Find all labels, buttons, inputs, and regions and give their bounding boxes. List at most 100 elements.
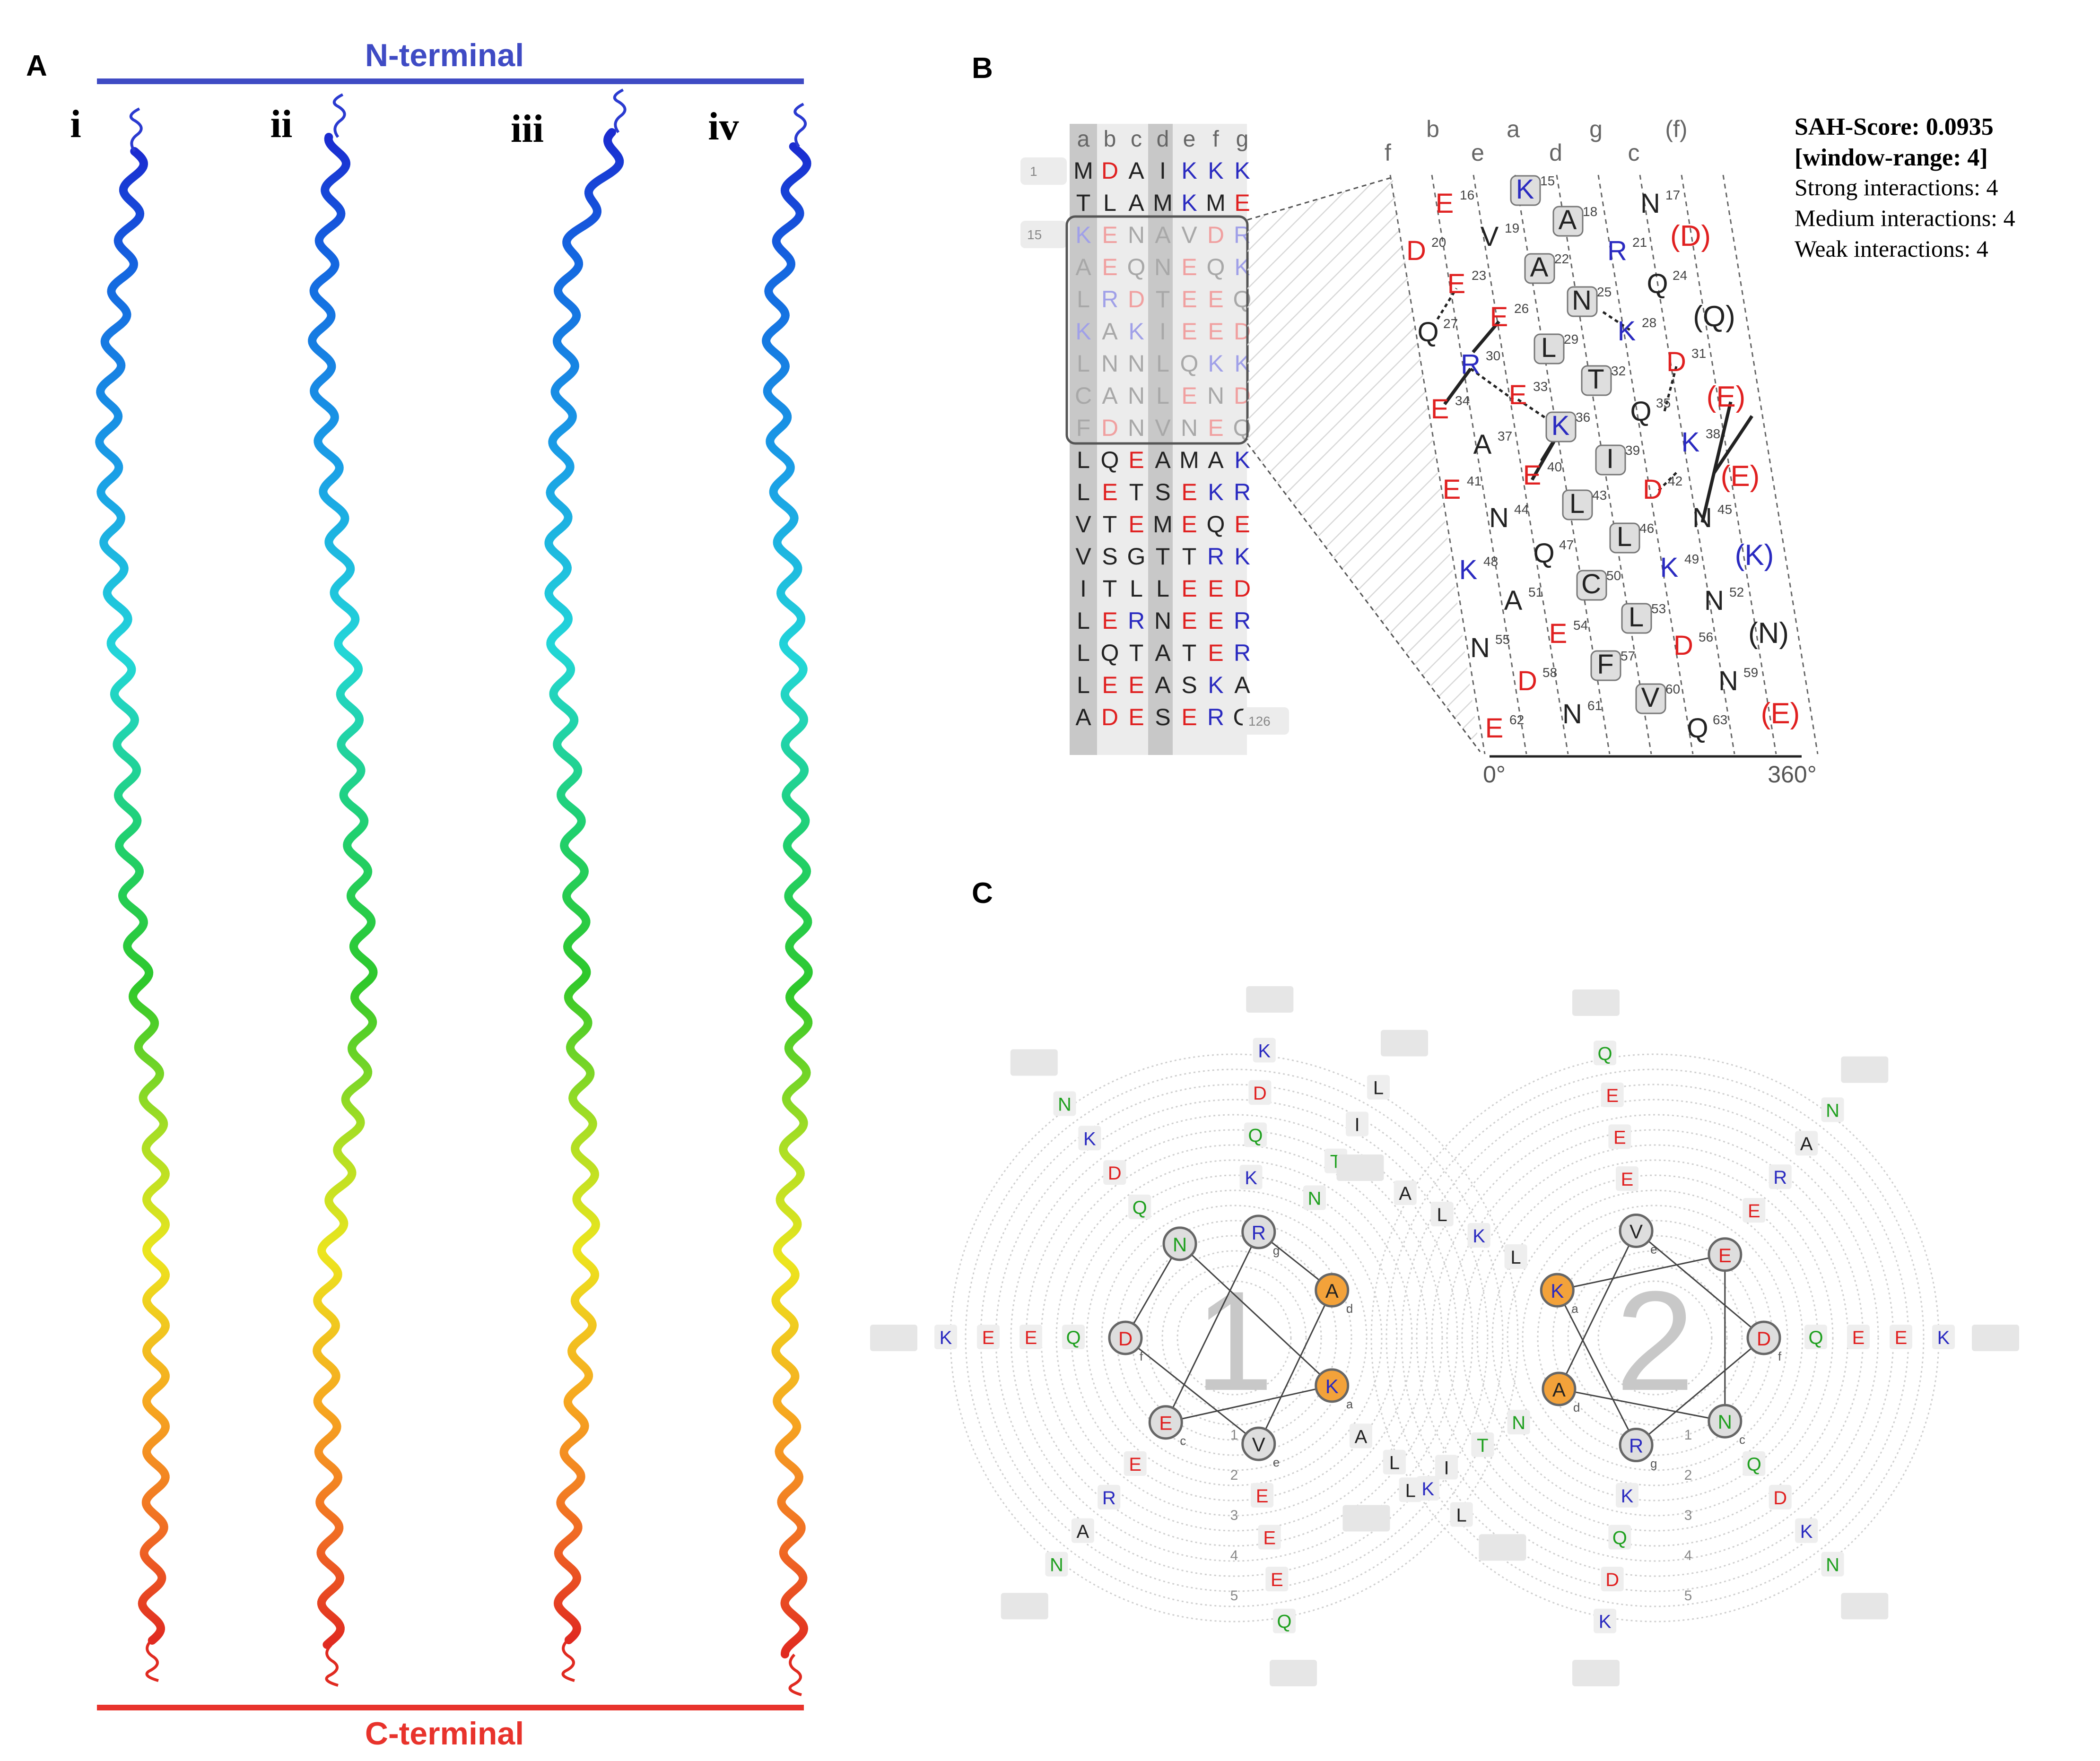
net-residue: Q 63: [1687, 712, 1727, 744]
wheel-arm-letter: E: [1852, 1327, 1865, 1348]
heptad-cell: K: [1208, 479, 1223, 505]
net-residue: E 54: [1549, 618, 1588, 649]
net-residue-letter: N: [1704, 585, 1724, 616]
net-residue: L 53: [1621, 601, 1666, 634]
core-residue-box: [1567, 286, 1598, 317]
net-residue: L 46: [1609, 521, 1654, 554]
wheel-arm-end-box: [1841, 1593, 1889, 1620]
net-residue: (K): [1735, 539, 1774, 572]
net-column-line: [1722, 174, 1819, 755]
net-residue-letter: E: [1523, 460, 1542, 491]
heptad-cell: I: [1159, 318, 1166, 345]
net-residue-letter: E: [1443, 474, 1461, 505]
net-residue-number: 38: [1706, 426, 1720, 441]
heptad-cell: A: [1128, 190, 1144, 216]
net-residue-letter: K: [1459, 555, 1478, 585]
net-residue-number: 49: [1684, 552, 1699, 566]
wheel-arm-letter: Q: [1612, 1527, 1627, 1548]
net-residue-number: 30: [1486, 348, 1500, 363]
wheel-arm-letter: A: [1355, 1426, 1368, 1447]
wheel-arm-letter: K: [1800, 1521, 1813, 1542]
heptad-cell: E: [1208, 286, 1223, 312]
wheel-arm-box: [1265, 1567, 1289, 1592]
heptad-cell: Q: [1180, 350, 1199, 377]
helix-c-tail: [325, 1644, 339, 1687]
wheel-core-circle: [1162, 1226, 1197, 1261]
net-residue-number: 43: [1592, 488, 1607, 503]
heptad-cell: D: [1128, 286, 1145, 312]
wheel-arm-residue: K: [1467, 1223, 1490, 1248]
wheel-arm-residue: R: [1769, 1164, 1792, 1189]
wheel-core-circle: [1540, 1273, 1575, 1308]
heptad-cell: E: [1181, 479, 1197, 505]
net-interaction: [1663, 366, 1678, 412]
heptad-cell: E: [1234, 511, 1250, 538]
wheel-core-residue: Ve: [1619, 1213, 1657, 1256]
wheel-arrow: [1635, 1337, 1764, 1446]
net-residue-number: 24: [1673, 268, 1687, 283]
net-residue-number: 31: [1691, 346, 1706, 361]
wheel-arm-residue: L: [1367, 1075, 1390, 1100]
net-residue: V 19: [1481, 221, 1520, 252]
panel-c-label: C: [972, 877, 993, 910]
net-interaction: [1713, 415, 1753, 474]
net-residue-letter: Q: [1630, 396, 1651, 427]
sah-score: SAH-Score: 0.0935: [1795, 113, 1994, 140]
net-residue: D 58: [1517, 665, 1557, 696]
heptad-cell: E: [1128, 704, 1144, 730]
net-residue-letter: K: [1551, 410, 1570, 441]
wheel-arm-letter: E: [1025, 1327, 1037, 1348]
heptad-cell: E: [1208, 575, 1223, 602]
wheel-arm-letter: I: [1444, 1458, 1449, 1479]
net-residue: T 32: [1581, 364, 1626, 396]
wheel-arm-box: [1367, 1075, 1390, 1100]
heptad-cell: A: [1075, 254, 1091, 280]
wheel-arrow: [1557, 1252, 1726, 1291]
panel-a: A N-terminal i ii iii iv C-terminal: [26, 37, 813, 1752]
heptad-cell: C: [1075, 382, 1092, 409]
ring-number: 2: [1684, 1467, 1692, 1483]
wheel-arm-box: [1020, 1325, 1042, 1349]
wheel-arm-residue: D: [1248, 1080, 1272, 1105]
wheel-arm-box: [1383, 1449, 1406, 1475]
wheel-arm-box: [1450, 1502, 1473, 1527]
wheel-core-residue: Rg: [1241, 1214, 1280, 1258]
wheel-arm-end-box: [1479, 1534, 1526, 1561]
wheel-arm-letter: N: [1050, 1555, 1063, 1576]
heptad-header-c: c: [1131, 127, 1142, 152]
wheel-ring: [1055, 1159, 1413, 1517]
heptad-cell: L: [1077, 607, 1090, 634]
net-residue-number: 54: [1573, 618, 1588, 633]
net-residue-letter: R: [1607, 235, 1627, 266]
net-residue-number: 46: [1639, 521, 1654, 536]
wheel-arm-box: [977, 1325, 1000, 1349]
heptad-cell: K: [1208, 672, 1223, 698]
net-residue-number: 23: [1472, 268, 1486, 283]
net-residue-number: 40: [1547, 460, 1562, 474]
wheel-position-label: g: [1650, 1457, 1657, 1471]
wheel-core-circle: [1619, 1428, 1654, 1463]
heptad-cell: S: [1155, 704, 1170, 730]
wheel-arm-box: [1124, 1451, 1147, 1476]
wheel-arm-residue: D: [1103, 1160, 1126, 1185]
wheel-arm-letter: D: [1773, 1488, 1787, 1509]
wheel-ring: [1385, 1068, 1925, 1607]
wheel-arm-letter: K: [1258, 1041, 1271, 1061]
core-residue-box: [1595, 444, 1626, 476]
net-residue-letter: N: [1692, 503, 1712, 533]
wheel-arm-letter: D: [1253, 1083, 1267, 1104]
net-column-line: [1639, 174, 1735, 755]
core-residue-box: [1510, 175, 1541, 206]
net-residue-letter: D: [1673, 630, 1693, 661]
wheel-arm-residue: Q: [1743, 1451, 1766, 1476]
wheel-ring: [1522, 1205, 1788, 1471]
heptad-cell: S: [1155, 479, 1170, 505]
net-residue-letter: E: [1485, 713, 1504, 744]
heptad-cell: M: [1073, 157, 1093, 184]
heptad-cell: F: [1076, 415, 1091, 441]
net-residue: N 61: [1562, 698, 1602, 729]
wheel-position-label: f: [1778, 1349, 1782, 1363]
wheel-core-letter: K: [1551, 1280, 1564, 1302]
wheel-arm-box: [1615, 1483, 1638, 1508]
heptad-cell: N: [1154, 607, 1171, 634]
